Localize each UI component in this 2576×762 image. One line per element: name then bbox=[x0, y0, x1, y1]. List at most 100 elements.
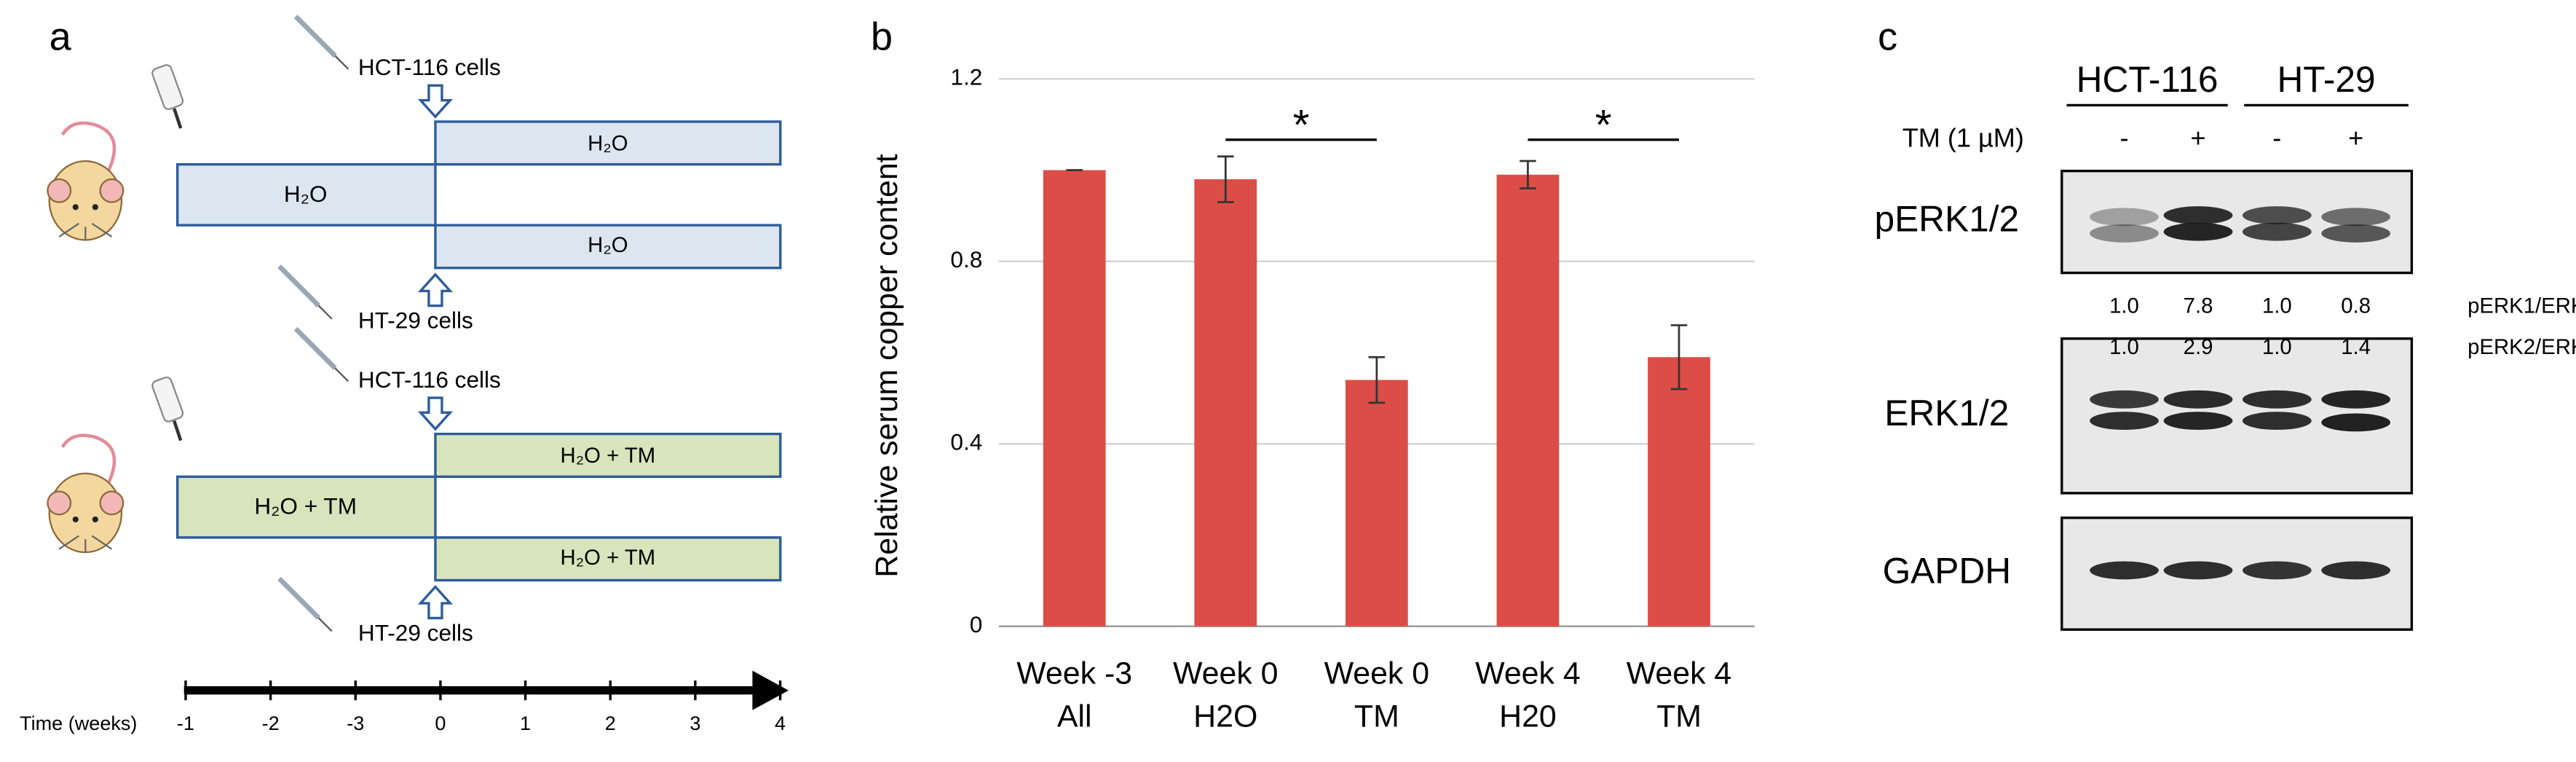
time-tick-label: 3 bbox=[690, 712, 700, 734]
mouse-tail bbox=[60, 121, 116, 172]
mouse-eye bbox=[72, 516, 79, 523]
time-tick-label: -2 bbox=[262, 712, 280, 734]
blot-label: ERK1/2 bbox=[1884, 393, 2009, 433]
y-tick-label: 0.8 bbox=[950, 246, 982, 272]
error-bar bbox=[1217, 155, 1234, 203]
blot-band bbox=[2321, 390, 2391, 409]
quantification-value: 1.0 bbox=[2109, 294, 2139, 318]
blot-band bbox=[2163, 412, 2233, 431]
blot-label: GAPDH bbox=[1883, 551, 2011, 592]
y-tick-label: 0.4 bbox=[950, 429, 982, 455]
time-tick-label: -1 bbox=[177, 712, 194, 734]
time-axis-title: Time (weeks) bbox=[20, 712, 137, 734]
panel-label: b bbox=[871, 15, 893, 58]
quantification-value: 7.8 bbox=[2184, 294, 2213, 318]
x-tick-label: TM bbox=[1656, 699, 1702, 734]
blot-band bbox=[2242, 390, 2312, 409]
quantification-value: 2.9 bbox=[2184, 335, 2213, 359]
mouse-tail bbox=[60, 433, 116, 484]
bar bbox=[1496, 174, 1560, 627]
syringe-needle bbox=[334, 55, 349, 70]
x-tick-label: TM bbox=[1354, 699, 1399, 734]
arrow bbox=[417, 585, 454, 620]
post-treatment-box bbox=[434, 536, 782, 582]
blot-band bbox=[2090, 390, 2159, 409]
time-tick-label: 0 bbox=[435, 712, 446, 734]
pre-treatment-label: H₂O + TM bbox=[254, 493, 357, 519]
pre-treatment-label: H₂O bbox=[284, 181, 328, 207]
time-tick-label: 2 bbox=[605, 712, 616, 734]
bar bbox=[1194, 179, 1257, 627]
cell-line-label: HCT-116 bbox=[2077, 59, 2219, 100]
treatment-sign: - bbox=[2272, 122, 2281, 152]
syringe bbox=[277, 576, 321, 620]
blot-band bbox=[2163, 206, 2233, 224]
cell-line-label: HT-29 bbox=[2277, 59, 2375, 100]
x-tick-label: Week 0 bbox=[1173, 656, 1279, 691]
x-tick-label: Week 4 bbox=[1627, 656, 1732, 691]
quantification-value: 1.4 bbox=[2341, 335, 2371, 359]
arrow bbox=[417, 84, 454, 119]
arrow bbox=[417, 272, 454, 307]
blot-band bbox=[2321, 224, 2391, 243]
blot-band bbox=[2090, 561, 2159, 580]
mouse-whiskers bbox=[58, 535, 113, 553]
mouse-eye bbox=[92, 516, 98, 523]
quantification-value: 1.0 bbox=[2262, 294, 2292, 318]
post-treatment-label: H₂O + TM bbox=[561, 546, 656, 570]
post-treatment-box bbox=[434, 432, 782, 479]
blot-band bbox=[2321, 413, 2391, 432]
mouse-eye bbox=[72, 204, 79, 211]
arrow bbox=[417, 396, 454, 431]
mouse-ear bbox=[47, 490, 72, 516]
post-treatment-label: H₂O bbox=[588, 131, 628, 155]
blot-band bbox=[2321, 208, 2391, 227]
post-treatment-label: H₂O + TM bbox=[561, 444, 656, 468]
x-tick-label: Week 0 bbox=[1324, 656, 1430, 691]
time-tick-label: -3 bbox=[347, 712, 364, 734]
syringe bbox=[293, 326, 337, 370]
pre-treatment-box bbox=[175, 475, 437, 539]
panel-label: c bbox=[1878, 15, 1897, 58]
quantification-name: pERK1/ERK1 bbox=[2468, 294, 2576, 318]
significance-label: * bbox=[1595, 101, 1612, 149]
treatment-sign: - bbox=[2119, 122, 2128, 152]
syringe bbox=[293, 15, 337, 58]
blot-band bbox=[2090, 208, 2159, 227]
y-tick-label: 0 bbox=[970, 611, 983, 637]
blot-band bbox=[2242, 206, 2312, 224]
x-tick-label: Week -3 bbox=[1016, 656, 1132, 691]
y-tick-label: 1.2 bbox=[950, 64, 982, 90]
x-tick-label: H2O bbox=[1193, 699, 1257, 734]
blot-label: pERK1/2 bbox=[1874, 199, 2019, 240]
time-axis-arrowhead bbox=[752, 670, 789, 710]
significance-label: * bbox=[1293, 101, 1310, 149]
injection-label: HT-29 cells bbox=[358, 307, 473, 334]
quantification-value: 0.8 bbox=[2341, 294, 2371, 318]
error-bar bbox=[1520, 160, 1536, 189]
post-treatment-box bbox=[434, 120, 782, 166]
bar bbox=[1345, 380, 1408, 627]
bar bbox=[1648, 357, 1710, 627]
blot-band bbox=[2163, 561, 2233, 580]
mouse-ear bbox=[99, 490, 125, 516]
bottle-spout bbox=[173, 420, 183, 441]
syringe-needle bbox=[334, 367, 349, 382]
x-tick-label: All bbox=[1057, 699, 1092, 734]
treatment-label: TM (1 µM) bbox=[1903, 122, 2024, 152]
treatment-sign: + bbox=[2190, 122, 2205, 152]
bar bbox=[1043, 170, 1106, 627]
blot-band bbox=[2090, 224, 2159, 243]
pre-treatment-box bbox=[175, 162, 437, 227]
time-tick-label: 4 bbox=[775, 712, 786, 734]
blot-band bbox=[2242, 222, 2312, 241]
syringe bbox=[277, 264, 321, 308]
blot-band bbox=[2242, 412, 2312, 431]
treatment-sign: + bbox=[2348, 122, 2363, 152]
post-treatment-box bbox=[434, 224, 782, 270]
quantification-value: 1.0 bbox=[2262, 335, 2292, 359]
panel-label: a bbox=[50, 15, 72, 58]
mouse-ear bbox=[99, 178, 125, 203]
blot-band bbox=[2321, 561, 2391, 580]
